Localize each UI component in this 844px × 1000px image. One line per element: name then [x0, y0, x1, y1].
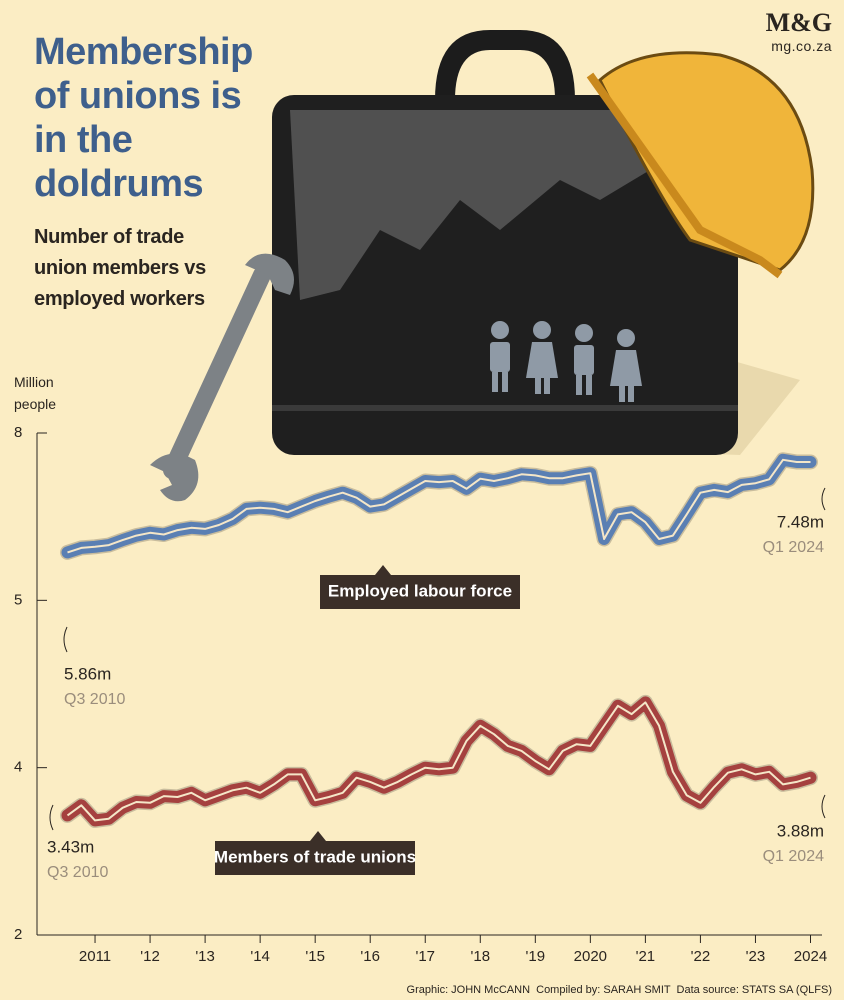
x-tick-label: '17 [415, 948, 435, 965]
x-tick-label: '15 [305, 948, 325, 965]
x-tick-label: 2020 [574, 948, 607, 965]
callout-box [320, 565, 520, 609]
helmet-brim [586, 72, 783, 279]
x-tick-label: '16 [360, 948, 380, 965]
wrench-head [150, 453, 199, 502]
legend-label: Employed labour force [328, 581, 512, 600]
annotation-date: Q1 2024 [763, 539, 824, 556]
wrench [163, 266, 271, 479]
x-tick-label: '12 [140, 948, 160, 965]
annotation-date: Q1 2024 [763, 848, 824, 865]
chart-title: Membership of unions is in the doldrums [34, 31, 253, 205]
y-tick-label: 4 [14, 759, 22, 776]
footer: Graphic: JOHN McCANN Compiled by: SARAH … [406, 984, 832, 996]
wrench-head [245, 253, 294, 295]
legend-item: Employed labour force [320, 565, 520, 609]
y-tick-label: 8 [14, 424, 22, 441]
annotation-date: Q3 2010 [47, 864, 108, 881]
legend-item: Members of trade unions [214, 831, 416, 875]
briefcase-handle [435, 30, 575, 100]
annotation-value: 7.48m [777, 512, 824, 531]
line-highlight [67, 458, 811, 554]
x-tick-label: 2024 [794, 948, 827, 965]
x-tick-label: '23 [746, 948, 766, 965]
annotation-bracket [821, 794, 826, 819]
logo-mark: M&G [765, 8, 832, 37]
annotation-value: 3.88m [777, 821, 824, 840]
x-tick-label: '14 [250, 948, 270, 965]
y-tick-label: 5 [14, 591, 22, 608]
callout-box [215, 831, 415, 875]
x-tick-label: '22 [691, 948, 711, 965]
briefcase-seam [272, 405, 738, 411]
line-highlight [66, 701, 811, 822]
x-tick-label: '18 [470, 948, 490, 965]
x-tick-label: '13 [195, 948, 215, 965]
logo: M&G mg.co.za [766, 8, 832, 54]
x-tick-label: 2011 [79, 948, 111, 965]
annotation-value: 5.86m [64, 664, 111, 683]
y-tick-label: 2 [14, 926, 22, 943]
annotation-value: 3.43m [47, 837, 94, 856]
annotation-bracket [821, 487, 826, 511]
helmet [598, 51, 815, 272]
chart-subtitle: Number of trade union members vs employe… [34, 226, 206, 310]
logo-site: mg.co.za [771, 38, 832, 54]
people-icons [490, 321, 642, 402]
annotation-bracket [49, 804, 54, 831]
y-axis-label: Million people [14, 374, 58, 412]
illustration [150, 30, 815, 502]
legend-label: Members of trade unions [214, 847, 416, 866]
annotation-date: Q3 2010 [64, 691, 125, 708]
annotation-bracket [63, 626, 68, 653]
x-tick-label: '21 [636, 948, 656, 965]
briefcase-shine [290, 110, 720, 300]
x-tick-label: '19 [526, 948, 546, 965]
